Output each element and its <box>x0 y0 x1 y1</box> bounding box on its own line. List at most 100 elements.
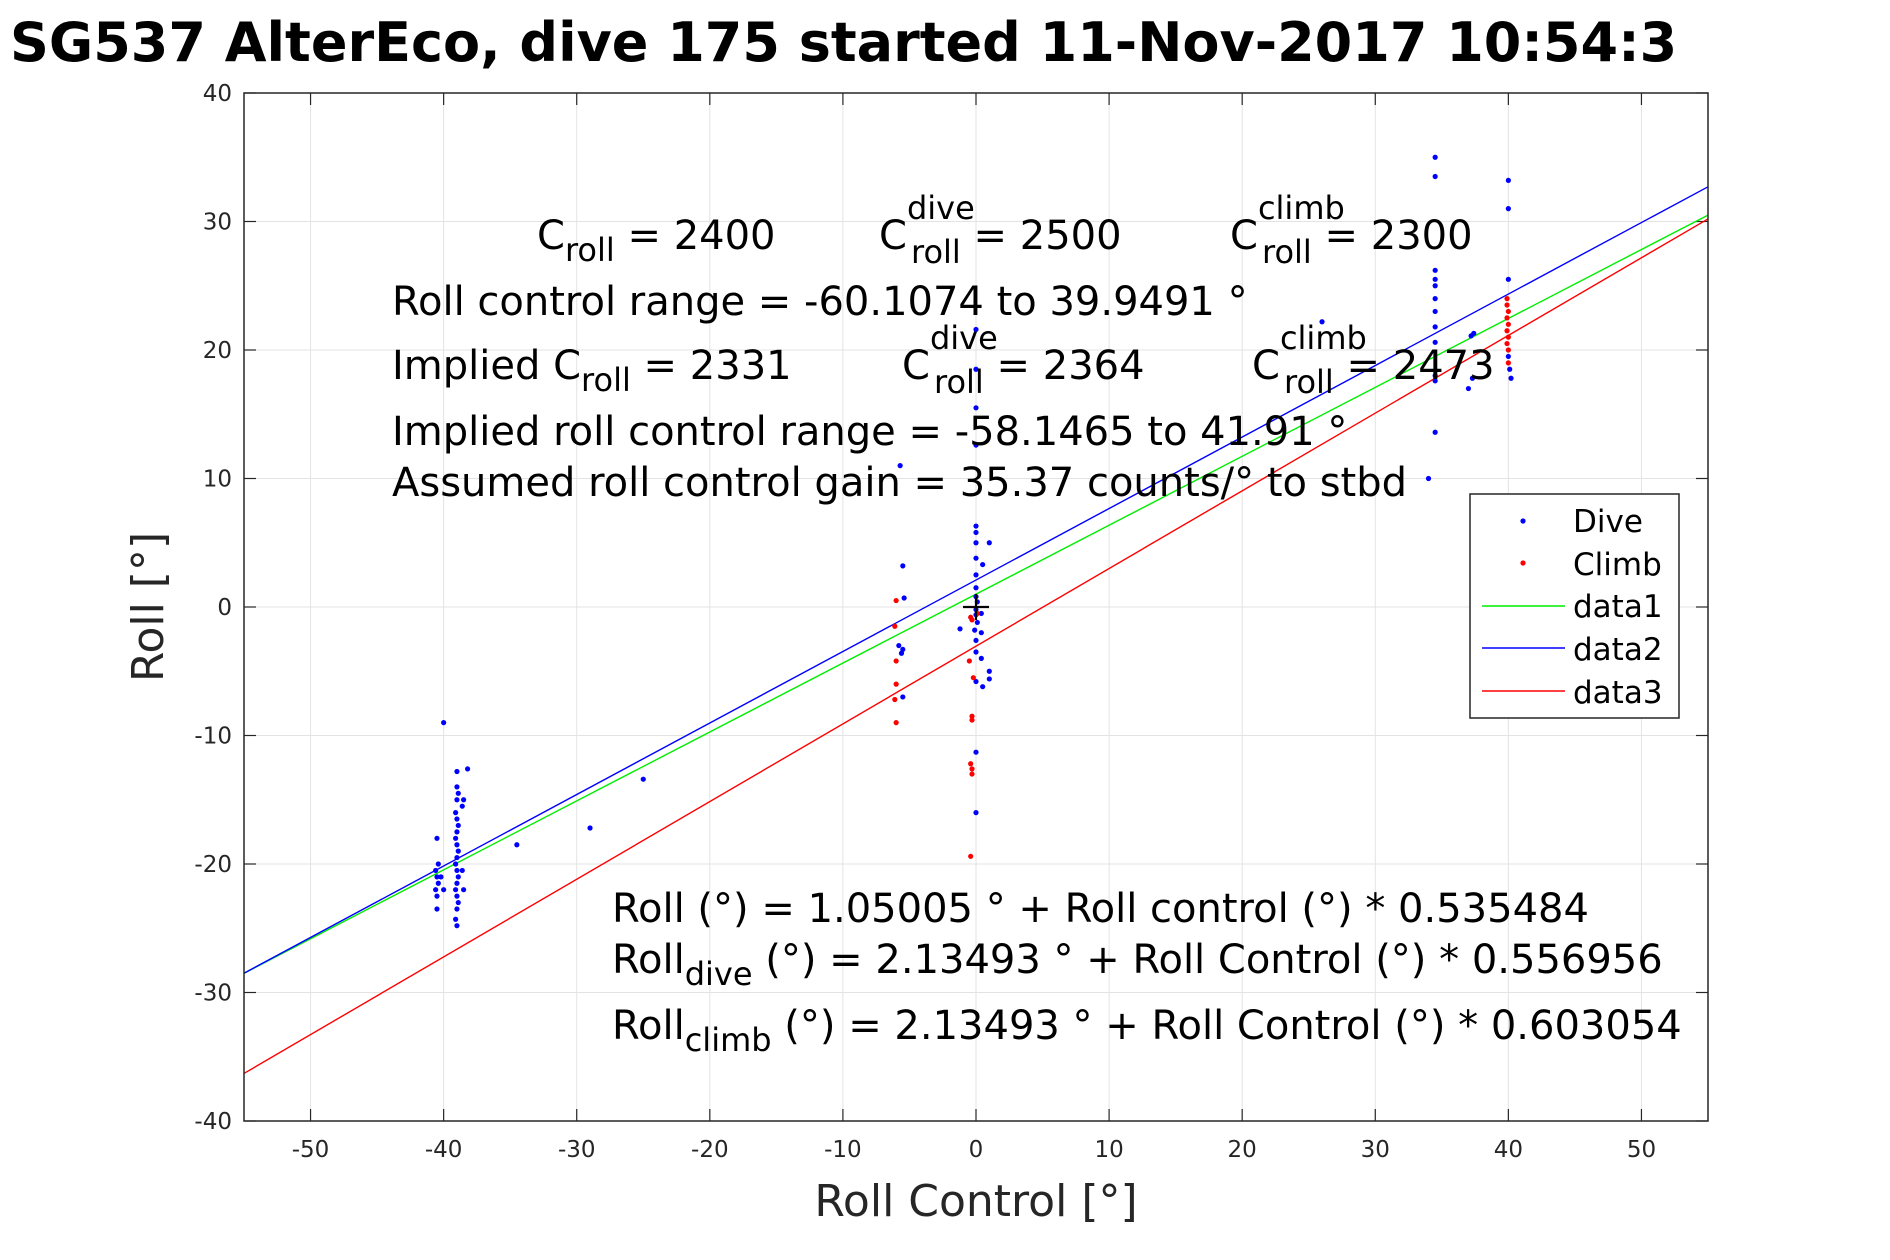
point-dive <box>453 861 459 867</box>
point-dive <box>973 585 979 591</box>
annotation-fit: Roll (°) = 1.05005 ° + Roll control (°) … <box>612 886 1589 932</box>
point-dive <box>454 784 460 790</box>
x-axis-label: Roll Control [°] <box>814 1176 1137 1227</box>
point-dive <box>1432 296 1438 302</box>
point-climb <box>892 623 898 629</box>
y-tick-label: -40 <box>194 1109 232 1135</box>
point-dive <box>973 555 979 561</box>
point-dive <box>900 563 906 569</box>
point-climb <box>1505 321 1511 327</box>
point-dive <box>1432 339 1438 345</box>
legend-label-data3: data3 <box>1573 675 1663 711</box>
point-dive <box>1432 378 1438 384</box>
y-tick-label: 20 <box>203 338 232 364</box>
x-tick-label: -40 <box>425 1137 463 1163</box>
point-dive <box>1432 429 1438 435</box>
point-dive <box>973 326 979 333</box>
point-dive <box>1319 319 1325 325</box>
x-tick-label: -10 <box>824 1137 862 1163</box>
legend-label-data1: data1 <box>1573 589 1663 625</box>
point-dive <box>1508 375 1514 381</box>
point-dive <box>587 825 593 831</box>
y-axis-label: Roll [°] <box>123 532 174 682</box>
point-climb <box>893 720 899 726</box>
point-dive <box>980 684 986 690</box>
point-dive <box>978 610 984 617</box>
point-dive <box>454 880 460 886</box>
point-dive <box>974 619 980 626</box>
y-tick-label: -20 <box>194 852 232 878</box>
x-tick-label: -30 <box>558 1137 596 1163</box>
y-tick-label: 0 <box>217 595 232 621</box>
point-dive <box>434 893 440 899</box>
point-dive <box>434 906 440 912</box>
point-dive <box>464 766 471 772</box>
point-climb <box>1504 315 1510 321</box>
point-dive <box>453 916 459 922</box>
annotation-fit-climb: Rollclimb (°) = 2.13493 ° + Roll Control… <box>612 1003 1682 1059</box>
y-tick-label: 30 <box>203 210 232 236</box>
point-climb <box>1505 308 1511 315</box>
annotation-implied-c-roll: Implied Croll = 2331 <box>392 343 792 399</box>
point-dive <box>454 816 460 822</box>
point-dive <box>901 595 907 601</box>
annotation-c-roll: Croll = 2400 <box>537 213 776 269</box>
x-tick-label: 0 <box>969 1137 984 1163</box>
point-dive <box>461 887 467 893</box>
point-dive <box>973 540 979 546</box>
point-climb <box>970 675 976 681</box>
point-climb <box>969 766 975 772</box>
point-dive <box>461 797 467 803</box>
point-dive <box>973 572 979 578</box>
point-dive <box>1507 366 1513 372</box>
point-dive <box>986 668 992 674</box>
point-dive <box>453 835 459 841</box>
point-dive <box>1505 276 1511 282</box>
point-dive <box>455 899 461 906</box>
chart-title: SG537 AlterEco, dive 175 started 11-Nov-… <box>10 11 1677 74</box>
point-dive <box>454 797 460 803</box>
x-tick-label: 40 <box>1494 1137 1523 1163</box>
point-dive <box>1471 330 1477 336</box>
x-tick-label: 10 <box>1094 1137 1123 1163</box>
point-dive <box>455 790 461 796</box>
point-dive <box>980 561 986 568</box>
annotation-implied-range: Implied roll control range = -58.1465 to… <box>392 409 1347 455</box>
point-dive <box>459 803 465 809</box>
point-dive <box>454 768 460 775</box>
x-tick-label: -50 <box>292 1137 330 1163</box>
y-tick-label: -30 <box>194 981 232 1007</box>
point-dive <box>640 776 646 782</box>
legend: Dive Climb data1 data2 data3 <box>1469 493 1680 719</box>
point-dive <box>433 867 439 874</box>
legend-swatch-dive <box>1520 518 1526 524</box>
point-dive <box>455 822 461 829</box>
annotation-control-range: Roll control range = -60.1074 to 39.9491… <box>392 279 1248 325</box>
point-dive <box>455 848 461 854</box>
point-climb <box>1505 334 1511 340</box>
point-climb <box>893 597 899 604</box>
series-line-data3 <box>243 218 1709 1075</box>
point-climb <box>969 771 975 777</box>
point-climb <box>1504 302 1510 308</box>
x-tick-label: 30 <box>1361 1137 1390 1163</box>
point-dive <box>898 650 905 656</box>
point-climb <box>968 853 974 859</box>
point-dive <box>900 694 906 700</box>
annotation-implied-c-roll-dive: Cdive roll = 2364 <box>902 319 1145 401</box>
point-dive <box>973 637 979 644</box>
point-dive <box>438 874 444 880</box>
x-tick-label: -20 <box>691 1137 729 1163</box>
annotation-fit-dive: Rolldive (°) = 2.13493 ° + Roll Control … <box>612 937 1663 993</box>
point-dive <box>973 810 979 816</box>
origin-marker <box>963 594 989 620</box>
plot-frame <box>243 92 1709 1122</box>
point-dive <box>454 867 460 874</box>
point-dive <box>1432 308 1438 315</box>
point-dive <box>1432 267 1438 273</box>
point-dive <box>973 678 979 685</box>
point-dive <box>978 630 984 636</box>
point-dive <box>514 842 520 848</box>
point-dive <box>1465 385 1472 392</box>
